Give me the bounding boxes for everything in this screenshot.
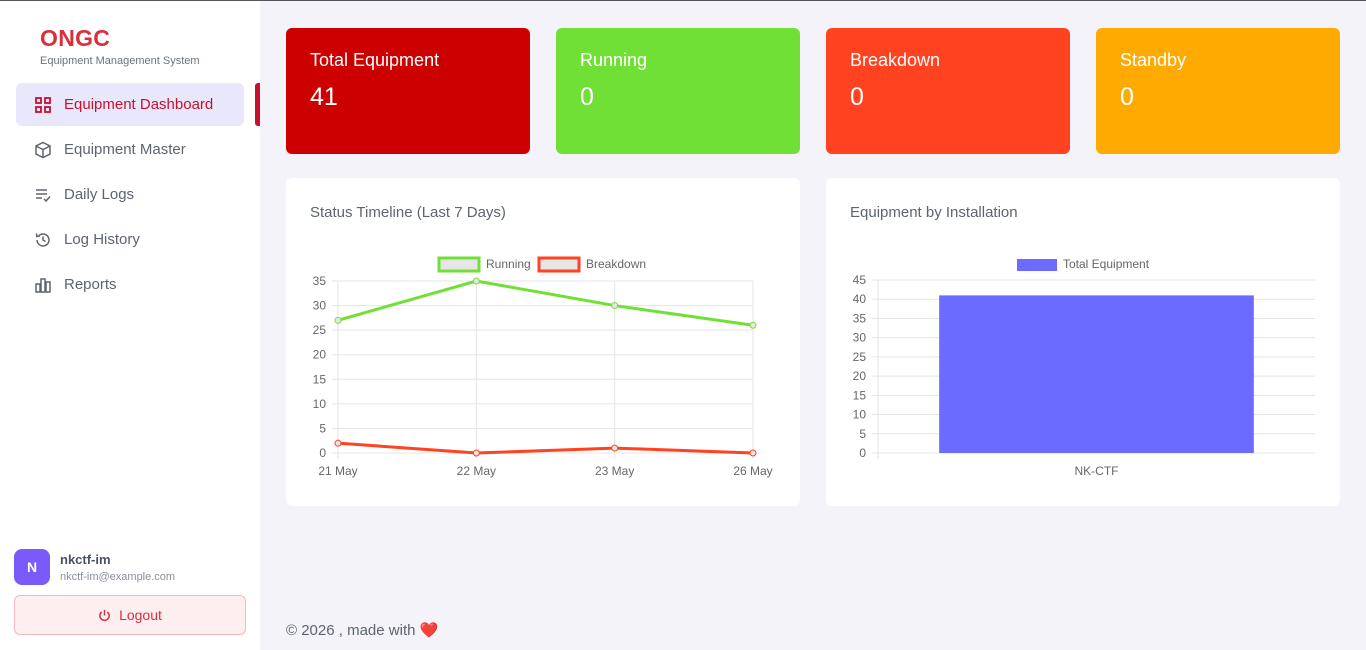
bar-chart-icon <box>34 276 52 294</box>
stat-label: Standby <box>1120 50 1187 70</box>
legend-label-breakdown: Breakdown <box>586 257 646 271</box>
grid-icon <box>34 96 52 114</box>
sidebar-item-label: Log History <box>64 231 140 248</box>
y-tick-label: 5 <box>319 421 326 435</box>
y-tick-label: 35 <box>853 311 867 325</box>
sidebar-item-equipment-master[interactable]: Equipment Master <box>16 128 244 171</box>
bar-nk-ctf <box>939 295 1254 453</box>
user-email: nkctf-im@example.com <box>60 570 176 583</box>
x-tick-label: 23 May <box>595 464 634 478</box>
stat-value: 0 <box>580 83 594 111</box>
y-tick-label: 25 <box>313 323 327 337</box>
legend-label-total-equipment: Total Equipment <box>1063 257 1150 271</box>
footer: © 2026 , made with ❤️ <box>286 621 438 639</box>
panel-title: Equipment by Installation <box>850 204 1018 221</box>
sidebar-item-log-history[interactable]: Log History <box>16 218 244 261</box>
y-tick-label: 15 <box>853 388 867 402</box>
sidebar-item-label: Daily Logs <box>64 186 135 203</box>
avatar: N <box>14 549 50 585</box>
legend-label-running: Running <box>486 257 531 271</box>
x-tick-label: NK-CTF <box>1075 464 1119 478</box>
user-name: nkctf-im <box>60 551 111 567</box>
y-tick-label: 10 <box>853 408 867 422</box>
y-tick-label: 0 <box>319 446 326 460</box>
stat-card-standby: Standby 0 <box>1096 28 1340 154</box>
power-icon <box>99 609 110 621</box>
footer-text: © 2026 , made with <box>286 622 416 639</box>
sidebar-item-equipment-dashboard[interactable]: Equipment Dashboard <box>16 83 244 126</box>
legend-swatch-running <box>437 256 481 273</box>
stat-label: Total Equipment <box>310 50 440 70</box>
data-point-breakdown <box>334 439 342 447</box>
sidebar-item-reports[interactable]: Reports <box>16 263 244 306</box>
brand: ONGC Equipment Management System <box>40 25 200 67</box>
x-tick-label: 21 May <box>318 464 357 478</box>
data-point-running <box>472 277 480 285</box>
legend-swatch-breakdown <box>537 256 581 273</box>
y-tick-label: 20 <box>853 369 867 383</box>
brand-subtitle: Equipment Management System <box>40 55 200 67</box>
logout-label: Logout <box>119 607 162 623</box>
brand-logo-text: ONGC <box>40 25 111 51</box>
stat-value: 0 <box>850 83 864 111</box>
y-tick-label: 15 <box>313 372 327 386</box>
series-line-breakdown <box>337 441 754 455</box>
stat-label: Breakdown <box>850 50 941 70</box>
y-tick-label: 45 <box>853 273 867 287</box>
series-line-running <box>337 279 754 327</box>
sidebar-item-label: Equipment Dashboard <box>64 96 214 113</box>
panel-title: Status Timeline (Last 7 Days) <box>310 204 506 221</box>
y-tick-label: 40 <box>853 292 867 306</box>
installation-panel: Equipment by Installation Total Equipmen… <box>826 178 1340 506</box>
history-icon <box>34 231 52 249</box>
sidebar-item-label: Equipment Master <box>64 141 186 158</box>
cube-icon <box>34 141 52 159</box>
heart-icon: ❤️ <box>419 622 439 639</box>
data-point-running <box>611 302 619 310</box>
y-tick-label: 10 <box>313 397 327 411</box>
logout-button[interactable]: Logout <box>14 595 246 635</box>
data-point-running <box>749 321 757 329</box>
y-tick-label: 30 <box>853 331 867 345</box>
data-point-running <box>334 316 342 324</box>
data-point-breakdown <box>611 444 619 452</box>
y-tick-label: 0 <box>859 446 866 460</box>
sidebar: ONGC Equipment Management System Equipme… <box>0 1 260 650</box>
x-tick-label: 26 May <box>733 464 772 478</box>
stat-card-running: Running 0 <box>556 28 800 154</box>
installation-bar-chart: Total Equipment 0 5 10 15 20 25 30 35 40 45 NK-CTF <box>853 257 1315 478</box>
x-tick-label: 22 May <box>457 464 496 478</box>
stat-label: Running <box>580 50 648 70</box>
y-tick-label: 25 <box>853 350 867 364</box>
y-tick-label: 30 <box>313 299 327 313</box>
y-tick-label: 5 <box>859 427 866 441</box>
stat-value: 0 <box>1120 83 1134 111</box>
legend-swatch-total-equipment <box>1017 259 1057 271</box>
user-profile: N nkctf-im nkctf-im@example.com <box>14 549 175 585</box>
status-timeline-panel: Status Timeline (Last 7 Days) Running Bre… <box>286 178 800 506</box>
stat-card-total-equipment: Total Equipment 41 <box>286 28 530 154</box>
data-point-breakdown <box>749 449 757 457</box>
sidebar-item-daily-logs[interactable]: Daily Logs <box>16 173 244 216</box>
stat-card-breakdown: Breakdown 0 <box>826 28 1070 154</box>
y-tick-label: 35 <box>313 274 327 288</box>
y-tick-label: 20 <box>313 348 327 362</box>
sidebar-item-label: Reports <box>64 276 117 293</box>
sidebar-nav: Equipment Dashboard Equipment Master Dai… <box>16 83 244 308</box>
status-timeline-chart: Running Breakdown 0 5 10 15 20 25 30 35 21 May 22 M… <box>313 256 773 478</box>
active-nav-indicator <box>255 83 260 126</box>
list-check-icon <box>34 186 52 204</box>
stat-value: 41 <box>310 83 338 111</box>
data-point-breakdown <box>472 449 480 457</box>
